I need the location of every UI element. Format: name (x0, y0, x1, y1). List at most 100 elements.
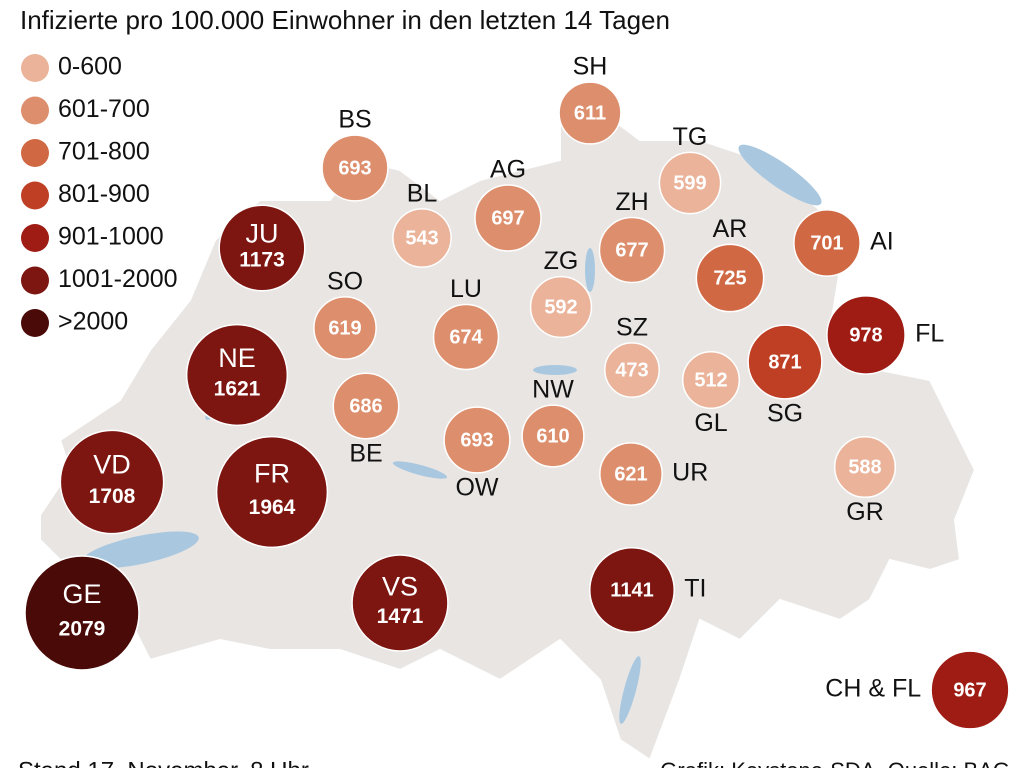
canton-value: 686 (349, 395, 382, 417)
legend-label: 0-600 (58, 53, 122, 81)
canton-code: CH & FL (825, 675, 921, 703)
canton-code: AG (490, 156, 526, 184)
legend-label: 801-900 (58, 180, 150, 208)
canton-bubble (558, 81, 622, 145)
canton-code: VS (382, 572, 418, 602)
canton-bubble (833, 435, 897, 499)
canton-bubble (681, 350, 741, 410)
canton-value: 512 (694, 369, 727, 391)
canton-value: 674 (449, 326, 483, 348)
canton-value: 599 (673, 172, 706, 194)
canton-code: JU (246, 218, 279, 248)
canton-code: BS (338, 106, 371, 134)
canton-bubble (474, 184, 542, 252)
legend-swatch (21, 224, 49, 252)
canton-value: 1471 (377, 605, 424, 628)
canton-value: 697 (491, 207, 524, 229)
legend-swatch (21, 96, 49, 125)
canton-bubble (521, 404, 585, 468)
canton-code: SZ (616, 313, 648, 341)
canton-code: GR (846, 498, 884, 526)
canton-bubble (658, 151, 722, 215)
canton-bubble (24, 555, 140, 671)
legend-label: 1001-2000 (58, 265, 178, 293)
canton-code: AR (713, 215, 748, 243)
legend-swatch (21, 54, 49, 82)
canton-bubble (185, 323, 289, 427)
canton-bubble (351, 554, 449, 652)
canton-value: 1141 (610, 579, 653, 601)
canton-value: 592 (544, 296, 577, 318)
canton-code: BE (349, 439, 382, 467)
canton-value: 725 (713, 267, 746, 289)
canton-value: 543 (405, 227, 438, 249)
canton-bubble (215, 435, 329, 549)
canton-value: 473 (615, 359, 648, 381)
canton-code: SG (767, 400, 803, 428)
canton-bubble (604, 342, 660, 398)
canton-value: 610 (536, 425, 569, 447)
canton-bubble (930, 650, 1010, 730)
canton-code: FL (915, 320, 944, 348)
canton-code: GE (62, 579, 101, 609)
bubbles: 611 SH 693 BS 599 TG 543 BL 697 AG 677 ZH 725 AR 701 AI… (24, 53, 1010, 730)
canton-bubble (432, 303, 500, 371)
canton-code: ZG (544, 247, 579, 275)
legend-swatch (21, 266, 49, 295)
canton-code: UR (672, 459, 708, 487)
legend-label: 901-1000 (58, 223, 164, 251)
canton-bubble (747, 324, 823, 400)
footer-date: Stand 17. November, 8 Uhr (18, 757, 309, 768)
canton-bubble (59, 429, 165, 535)
canton-code: BL (407, 179, 438, 207)
canton-value: 621 (614, 463, 647, 485)
canton-code: OW (455, 474, 498, 502)
canton-value: 588 (848, 456, 881, 478)
canton-bubble (695, 243, 765, 313)
canton-code: VD (93, 450, 131, 480)
canton-value: 611 (574, 102, 606, 124)
canton-value: 2079 (59, 618, 106, 641)
canton-value: 693 (338, 157, 371, 179)
canton-value: 1708 (89, 485, 136, 508)
canton-bubble (392, 208, 452, 268)
canton-code: LU (450, 275, 482, 303)
footer-source: Grafik: Keystone-SDA, Quelle: BAG (660, 758, 1010, 768)
canton-value: 701 (810, 232, 843, 254)
canton-value: 978 (849, 324, 882, 346)
legend-label: >2000 (58, 308, 128, 336)
canton-value: 1173 (239, 248, 285, 271)
canton-bubble (793, 209, 861, 277)
canton-bubble (332, 372, 400, 440)
canton-bubble (321, 134, 389, 202)
canton-value: 619 (328, 317, 361, 339)
canton-value: 693 (460, 429, 493, 451)
canton-value: 1964 (249, 496, 296, 519)
canton-bubble (313, 296, 377, 360)
canton-bubble (218, 204, 306, 292)
legend-label: 601-700 (58, 95, 150, 123)
canton-value: 1621 (214, 378, 261, 401)
legend-label: 701-800 (58, 138, 150, 166)
canton-value: 967 (953, 679, 986, 701)
canton-code: ZH (615, 188, 648, 216)
canton-code: TG (673, 123, 708, 151)
canton-bubble (529, 275, 593, 339)
canton-code: AI (870, 228, 894, 256)
canton-bubble (599, 442, 663, 506)
canton-bubble (443, 406, 511, 474)
canton-value: 871 (768, 351, 801, 373)
canton-bubble (826, 295, 906, 375)
canton-code: TI (684, 575, 706, 603)
legend: 0-600 601-700 701-800 801-900 901-1000 1001-2… (21, 53, 178, 337)
canton-code: FR (254, 459, 290, 489)
canton-code: GL (694, 409, 727, 437)
legend-swatch (21, 139, 49, 167)
title: Infizierte pro 100.000 Einwohner in den … (20, 5, 670, 35)
legend-swatch (21, 181, 49, 210)
canton-value: 677 (615, 239, 648, 261)
canton-code: SH (573, 53, 608, 81)
canton-code: SO (327, 268, 363, 296)
